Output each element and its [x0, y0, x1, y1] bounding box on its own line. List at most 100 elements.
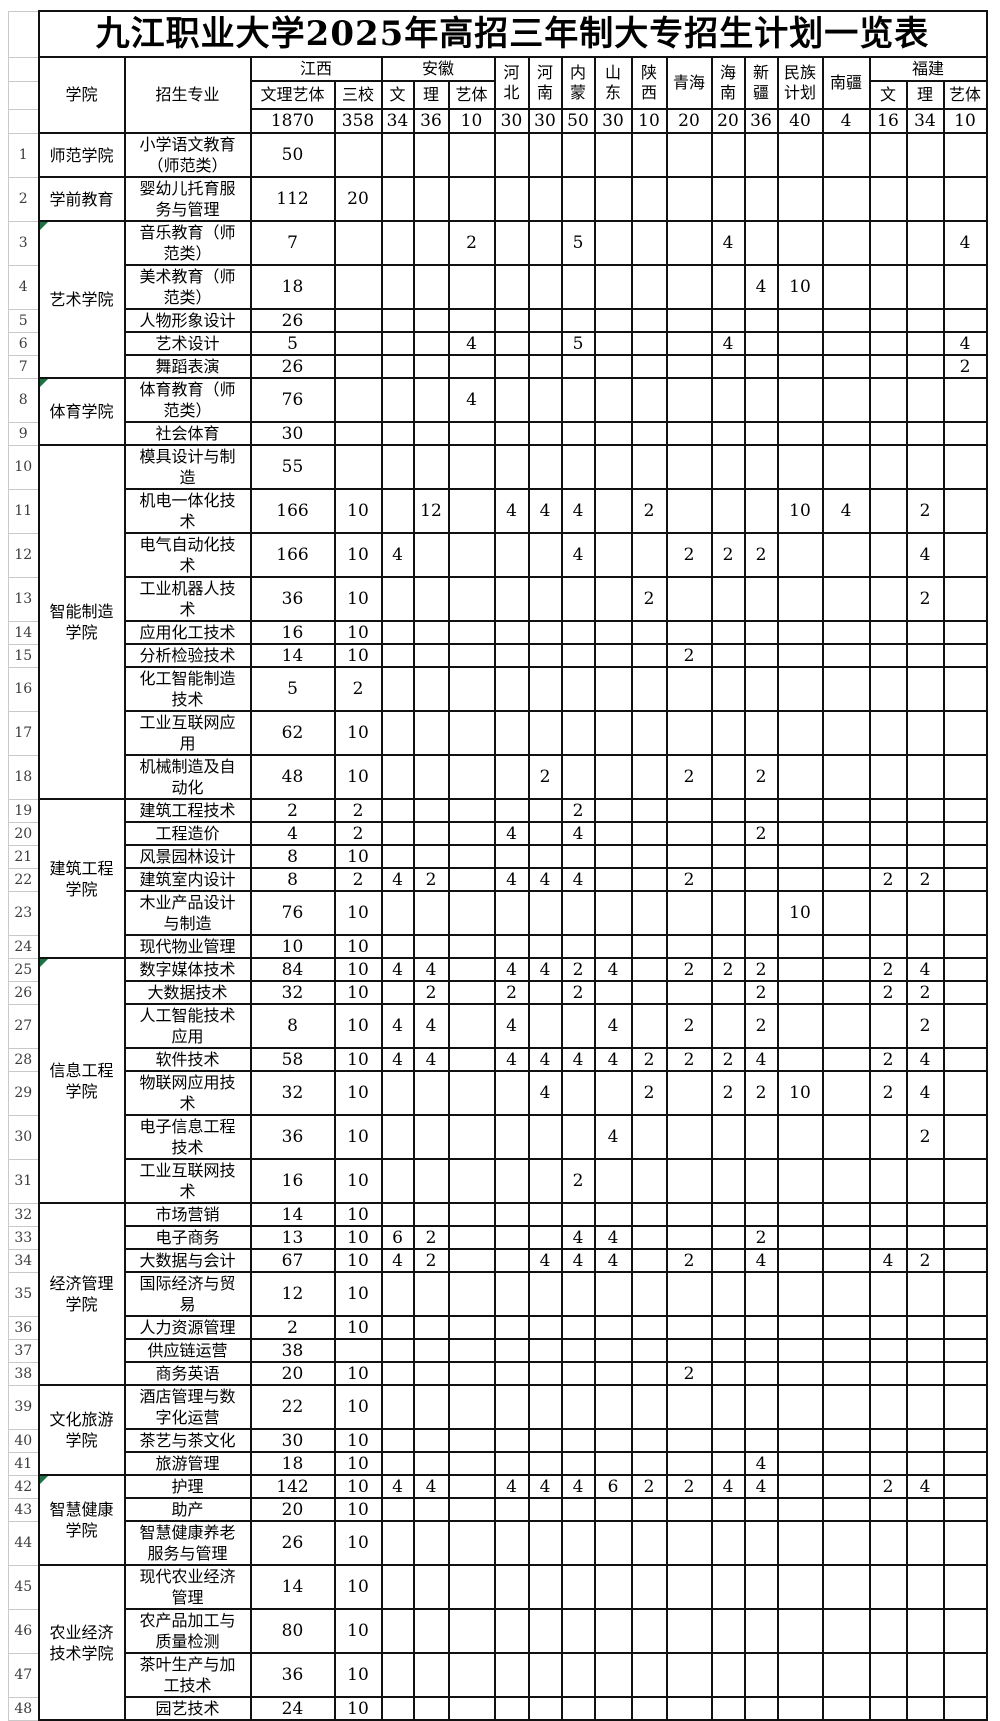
value-cell[interactable]	[560, 1652, 596, 1698]
value-cell[interactable]	[380, 1315, 415, 1340]
major-cell[interactable]: 艺术设计	[123, 331, 252, 356]
value-cell[interactable]	[743, 444, 779, 490]
total-cell-13[interactable]: 40	[776, 108, 824, 134]
value-cell[interactable]	[447, 1338, 496, 1363]
value-cell[interactable]	[868, 798, 908, 823]
row-number[interactable]: 40	[8, 1428, 39, 1453]
value-cell[interactable]: 4	[493, 957, 530, 982]
row-number[interactable]: 26	[8, 980, 39, 1005]
value-cell[interactable]	[560, 666, 596, 712]
value-cell[interactable]	[868, 132, 908, 178]
value-cell[interactable]	[493, 1225, 530, 1250]
value-cell[interactable]	[493, 844, 530, 869]
value-cell[interactable]	[447, 576, 496, 622]
value-cell[interactable]	[630, 1451, 668, 1476]
value-cell[interactable]	[776, 220, 824, 266]
major-cell[interactable]: 大数据技术	[123, 980, 252, 1005]
value-cell[interactable]: 2	[412, 980, 450, 1005]
value-cell[interactable]: 4	[527, 1070, 563, 1116]
value-cell[interactable]	[743, 867, 779, 892]
major-cell[interactable]: 音乐教育（师范类）	[123, 220, 252, 266]
value-cell[interactable]	[942, 1696, 988, 1721]
major-cell[interactable]: 婴幼儿托育服务与管理	[123, 176, 252, 222]
value-cell[interactable]	[493, 1315, 530, 1340]
value-cell[interactable]	[630, 1003, 668, 1049]
value-cell[interactable]	[942, 1225, 988, 1250]
value-cell[interactable]	[493, 620, 530, 645]
total-cell-17[interactable]: 10	[942, 108, 988, 134]
value-cell[interactable]: 4	[527, 1248, 563, 1273]
value-cell[interactable]	[412, 354, 450, 379]
value-cell[interactable]: 26	[249, 308, 336, 333]
value-cell[interactable]: 2	[333, 666, 383, 712]
value-cell[interactable]	[743, 1428, 779, 1453]
value-cell[interactable]	[821, 1070, 871, 1116]
value-cell[interactable]	[447, 844, 496, 869]
value-cell[interactable]	[380, 354, 415, 379]
value-cell[interactable]	[560, 1384, 596, 1430]
value-cell[interactable]: 2	[412, 1225, 450, 1250]
value-cell[interactable]	[942, 576, 988, 622]
row-number[interactable]: 11	[8, 488, 39, 534]
value-cell[interactable]: 10	[333, 532, 383, 578]
major-cell[interactable]: 智慧健康养老服务与管理	[123, 1520, 252, 1566]
value-cell[interactable]	[665, 1428, 713, 1453]
value-cell[interactable]: 10	[333, 710, 383, 756]
value-cell[interactable]	[776, 867, 824, 892]
value-cell[interactable]: 2	[710, 532, 746, 578]
value-cell[interactable]	[630, 1497, 668, 1522]
major-cell[interactable]: 人力资源管理	[123, 1315, 252, 1340]
value-cell[interactable]	[821, 354, 871, 379]
value-cell[interactable]: 4	[412, 1474, 450, 1499]
value-cell[interactable]	[493, 331, 530, 356]
value-cell[interactable]	[593, 1202, 633, 1227]
value-cell[interactable]	[776, 1428, 824, 1453]
value-cell[interactable]	[868, 844, 908, 869]
major-cell[interactable]: 物联网应用技术	[123, 1070, 252, 1116]
value-cell[interactable]	[560, 576, 596, 622]
value-cell[interactable]	[560, 1451, 596, 1476]
value-cell[interactable]	[593, 1361, 633, 1386]
value-cell[interactable]	[821, 1158, 871, 1204]
major-cell[interactable]: 建筑工程技术	[123, 798, 252, 823]
value-cell[interactable]	[560, 308, 596, 333]
value-cell[interactable]	[743, 844, 779, 869]
value-cell[interactable]	[743, 1361, 779, 1386]
value-cell[interactable]	[593, 1271, 633, 1317]
value-cell[interactable]	[593, 354, 633, 379]
value-cell[interactable]	[821, 957, 871, 982]
value-cell[interactable]: 10	[333, 890, 383, 936]
value-cell[interactable]: 4	[447, 377, 496, 423]
value-cell[interactable]	[412, 1520, 450, 1566]
value-cell[interactable]	[493, 934, 530, 959]
value-cell[interactable]: 8	[249, 1003, 336, 1049]
value-cell[interactable]: 2	[249, 1315, 336, 1340]
value-cell[interactable]	[743, 576, 779, 622]
college-cell[interactable]: 智能制造学院	[37, 444, 126, 800]
major-cell[interactable]: 应用化工技术	[123, 620, 252, 645]
value-cell[interactable]	[868, 264, 908, 310]
row-number[interactable]: 10	[8, 444, 39, 490]
row-number[interactable]: 43	[8, 1497, 39, 1522]
value-cell[interactable]	[380, 444, 415, 490]
header-province-10[interactable]: 民族 计划	[776, 56, 824, 110]
value-cell[interactable]	[665, 844, 713, 869]
value-cell[interactable]	[593, 1451, 633, 1476]
value-cell[interactable]	[527, 934, 563, 959]
value-cell[interactable]	[743, 1114, 779, 1160]
value-cell[interactable]	[380, 1608, 415, 1654]
value-cell[interactable]	[710, 643, 746, 668]
value-cell[interactable]	[630, 1158, 668, 1204]
value-cell[interactable]	[493, 220, 530, 266]
value-cell[interactable]	[710, 308, 746, 333]
major-cell[interactable]: 舞蹈表演	[123, 354, 252, 379]
value-cell[interactable]	[630, 176, 668, 222]
value-cell[interactable]	[868, 1564, 908, 1610]
value-cell[interactable]: 12	[249, 1271, 336, 1317]
total-cell-10[interactable]: 20	[665, 108, 713, 134]
value-cell[interactable]: 2	[665, 957, 713, 982]
value-cell[interactable]: 30	[249, 421, 336, 446]
college-cell[interactable]: 师范学院	[37, 132, 126, 178]
row-number[interactable]: 34	[8, 1248, 39, 1273]
value-cell[interactable]	[527, 1158, 563, 1204]
